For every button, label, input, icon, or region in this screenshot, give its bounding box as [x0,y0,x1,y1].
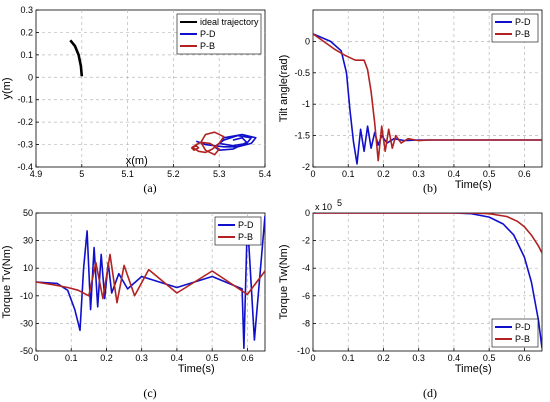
x-tick-label: 0 [310,353,315,363]
y-tick-label: -8 [302,318,310,328]
y-tick-label: 0.3 [20,5,33,15]
x-tick-label: 0.4 [448,353,461,363]
x-tick-label: 0.2 [100,353,113,363]
legend-entry-label: P-B [515,334,530,344]
x-tick-label: 0.3 [135,353,148,363]
x-tick-label: 4.9 [30,169,43,179]
y-tick-label: -0.3 [17,140,33,150]
x-tick-label: 0.3 [412,169,425,179]
x-tick-label: 5.4 [259,169,272,179]
chart-panel-2: 0 0.1 0.2 0.3 0.4 0.5 0.6 0 -0.5 -1 -1.5 -2 Time(s) T… [278,9,543,195]
legend-entry-label: P-D [515,322,531,332]
y-axis-multiplier: x 10 [315,202,332,212]
legend-entry-label: P-B [238,232,253,242]
y-tick-label: -1 [302,99,310,109]
x-tick-label: 0.2 [377,353,390,363]
panel-label: (a) [143,181,156,195]
legend-box [491,318,539,348]
x-tick-label: 0.6 [518,353,531,363]
y-axis-multiplier-exp: 5 [337,198,342,208]
panel-label: (d) [423,386,437,400]
y-tick-label: -4 [302,263,310,273]
x-tick-label: 0.3 [412,353,425,363]
legend: P-D P-B [214,216,262,246]
y-tick-label: 30 [23,236,33,246]
y-tick-label: 0 [305,36,310,46]
y-tick-label: -0.5 [294,68,310,78]
y-axis-label: y(m) [1,78,13,100]
series-line-p-b [36,253,265,304]
x-tick-label: 0.2 [377,169,390,179]
chart-panel-3: 0 0.1 0.2 0.3 0.4 0.5 0.6 50 30 10 -10 -30 -50 Time(s… [1,208,266,400]
y-axis-label: Torque Tv(Nm) [1,245,13,318]
panel-label: (b) [423,181,437,195]
legend: P-D P-B [491,13,539,43]
y-axis-label: Tilt angle(rad) [278,55,290,122]
y-tick-label: -50 [20,346,33,356]
series-line-p-d [196,133,257,151]
series-line-p-b [190,131,225,156]
x-tick-label: 0 [33,353,38,363]
legend: P-D P-B [491,318,539,348]
series-line-ideal-trajectory [69,39,84,77]
legend-entry-label: P-D [238,220,254,230]
y-tick-label: -2 [302,162,310,172]
y-tick-label: -0.1 [17,95,33,105]
legend: ideal trajectory P-D P-B [176,13,262,55]
x-tick-label: 5.3 [213,169,226,179]
legend-entry-label: P-B [200,41,215,51]
legend-entry-label: ideal trajectory [200,17,259,27]
legend-box [214,216,262,246]
chart-panel-1: 4.9 5 5.1 5.2 5.3 5.4 0.3 0.2 0.1 0 -0.1 -0.2 -0.3 -0… [1,5,271,195]
y-tick-label: -10 [20,291,33,301]
x-tick-label: 0.5 [483,169,496,179]
y-tick-label: -30 [20,318,33,328]
x-tick-label: 0.1 [342,169,355,179]
y-tick-label: -6 [302,291,310,301]
x-axis-label: Time(s) [178,363,215,375]
x-tick-label: 0.4 [171,353,184,363]
y-tick-label: -10 [297,346,310,356]
legend-box [491,13,539,43]
y-tick-label: -0.4 [17,162,33,172]
chart-panel-4: 0 0.1 0.2 0.3 0.4 0.5 0.6 0 -2 -4 -6 -8 -10 Time(s) To… [278,198,543,400]
x-tick-label: 0.1 [65,353,78,363]
series-line-p-b [313,213,542,254]
y-axis-label: Torque Tw(Nm) [278,245,290,320]
x-tick-label: 0.5 [483,353,496,363]
x-tick-label: 0.4 [448,169,461,179]
series-line-p-b [313,33,542,162]
y-tick-label: 10 [23,263,33,273]
x-tick-label: 5.2 [167,169,180,179]
y-tick-label: 0 [305,208,310,218]
x-tick-label: 0.5 [206,353,219,363]
y-tick-label: -0.2 [17,117,33,127]
x-axis-label: Time(s) [455,179,492,191]
y-tick-label: 50 [23,208,33,218]
x-tick-label: 0.6 [241,353,254,363]
y-tick-label: 0 [28,72,33,82]
x-tick-label: 0.6 [518,169,531,179]
x-tick-label: 5 [79,169,84,179]
x-tick-label: 5.1 [121,169,134,179]
y-tick-label: 0.1 [20,50,33,60]
legend-entry-label: P-D [200,29,216,39]
legend-entry-label: P-D [515,17,531,27]
series-line-p-d [313,33,542,165]
panel-label: (c) [143,386,156,400]
y-tick-label: 0.2 [20,27,33,37]
x-axis-label: x(m) [126,155,148,167]
legend-entry-label: P-B [515,29,530,39]
y-tick-label: -1.5 [294,131,310,141]
x-tick-label: 0 [310,169,315,179]
x-tick-label: 0.1 [342,353,355,363]
y-tick-label: -2 [302,236,310,246]
x-axis-label: Time(s) [455,363,492,375]
